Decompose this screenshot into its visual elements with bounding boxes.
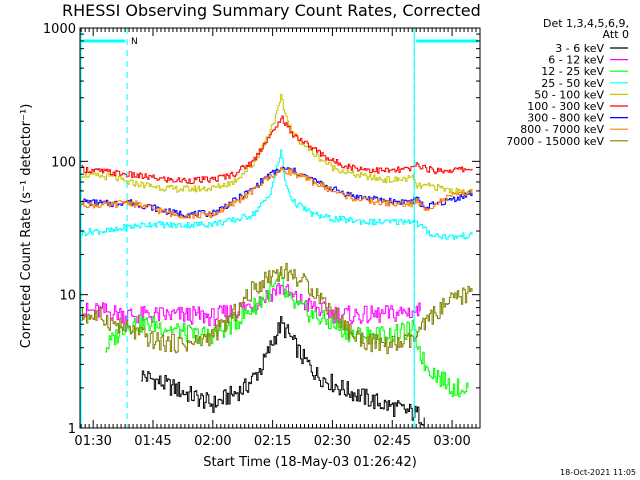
y-tick-label: 1000 — [43, 22, 76, 37]
series-50-100-kev-line — [81, 93, 473, 196]
y-tick-label: 1 — [68, 422, 76, 437]
legend-label: 50 - 100 keV — [534, 88, 604, 101]
x-tick-label: 03:00 — [433, 434, 470, 449]
series-layer — [81, 93, 473, 426]
series-6-12-kev-line — [81, 282, 421, 327]
series-7000-15000-kev-line — [81, 262, 473, 355]
y-axis-label: Corrected Count Rate (s⁻¹ detector⁻¹) — [19, 104, 34, 349]
series-800-7000-kev-line — [81, 167, 473, 219]
x-tick-label: 02:00 — [194, 434, 231, 449]
legend-label: 12 - 25 keV — [541, 65, 604, 78]
x-tick-label: 01:45 — [134, 434, 171, 449]
legend-label: 800 - 7000 keV — [520, 123, 604, 136]
series-12-25-kev-line — [105, 272, 469, 398]
chart-title: RHESSI Observing Summary Count Rates, Co… — [62, 1, 481, 20]
legend-label: 6 - 12 keV — [548, 54, 604, 67]
night-annotation-1: N — [131, 37, 138, 47]
plot-frame — [79, 27, 481, 429]
series-100-300-kev-line — [81, 115, 473, 184]
x-tick-label: 02:45 — [374, 434, 411, 449]
x-tick-label: 02:30 — [314, 434, 351, 449]
footer-date: 18-Oct-2021 11:05 — [560, 468, 636, 477]
legend-label: 3 - 6 keV — [555, 42, 604, 55]
y-tick-label: 100 — [51, 155, 76, 170]
legend-label: 25 - 50 keV — [541, 77, 604, 90]
night-markers: N — [80, 28, 478, 428]
x-axis-label: Start Time (18-May-03 01:26:42) — [203, 455, 417, 470]
x-tick-label: 01:30 — [74, 434, 111, 449]
legend-label: 300 - 800 keV — [527, 112, 604, 125]
series-3-6-kev-line — [141, 316, 425, 426]
legend-label: 7000 - 15000 keV — [506, 135, 604, 148]
axes: 01:30 01:45 02:00 02:15 02:30 02:45 03:00 1 10 10… — [43, 22, 481, 449]
y-tick-label: 10 — [59, 289, 76, 304]
legend-header-line-2: Att 0 — [603, 28, 629, 41]
legend-header-line-1: Det 1,3,4,5,6,9, — [543, 17, 629, 30]
legend-label: 100 - 300 keV — [527, 100, 604, 113]
x-tick-label: 02:15 — [254, 434, 291, 449]
